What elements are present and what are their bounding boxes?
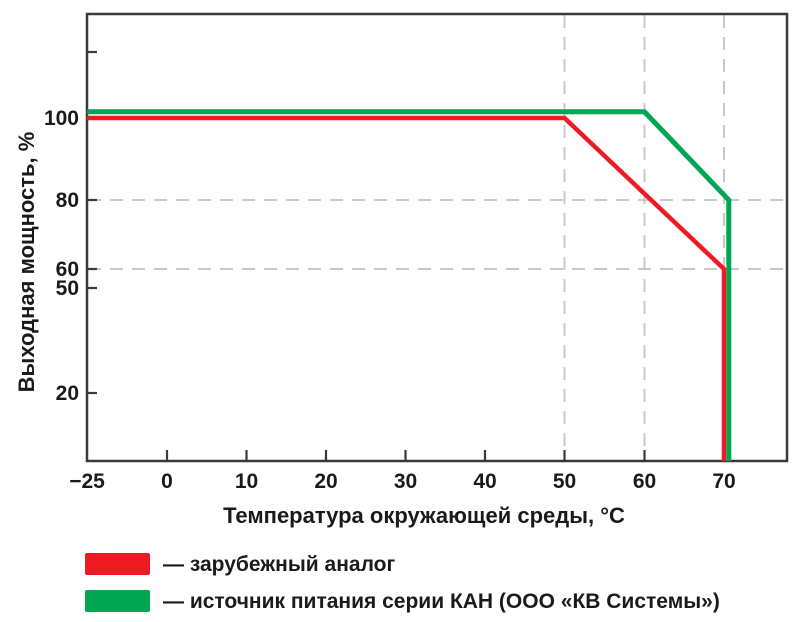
x-tick-label: 50 [553,470,576,493]
x-tick-label: 60 [633,470,656,493]
legend-label: — зарубежный аналог [163,553,395,576]
y-tick-label: 50 [56,277,79,300]
x-tick-label: 30 [394,470,417,493]
legend-swatch-red [85,553,150,575]
x-axis-title: Температура окружающей среды, °C [223,503,625,528]
y-tick-label: 60 [56,258,79,281]
y-tick-label: 20 [56,382,79,405]
legend-swatch-green [85,590,150,612]
x-tick-label: 20 [314,470,337,493]
x-tick-label: 10 [235,470,258,493]
x-tick-label: −25 [69,470,105,493]
x-tick-label: 0 [161,470,173,493]
legend-label: — источник питания серии КАН (ООО «КВ Си… [163,590,720,613]
x-tick-label: 40 [473,470,496,493]
y-tick-label: 80 [56,189,79,212]
y-axis-title: Выходная мощность, % [14,132,39,393]
y-tick-label: 100 [44,107,79,130]
series-line-green [87,109,732,461]
x-tick-label: 70 [712,470,735,493]
series-line-red [87,115,727,461]
plot-frame [85,12,789,463]
